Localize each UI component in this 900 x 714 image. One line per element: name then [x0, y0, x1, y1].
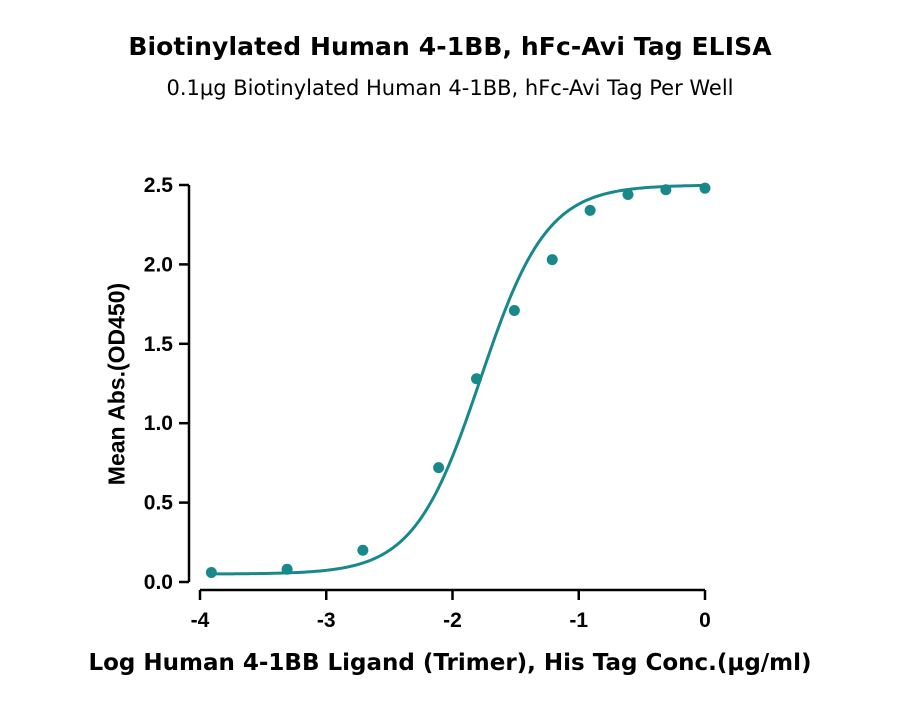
x-tick-label: 0: [699, 609, 711, 632]
data-point: [357, 544, 369, 556]
y-tick-label: 2.0: [144, 253, 173, 276]
data-point: [433, 462, 445, 474]
x-tick-label: -1: [569, 609, 588, 632]
data-point: [584, 204, 596, 216]
data-point: [281, 563, 293, 575]
fit-curve: [211, 183, 706, 576]
y-tick-label: 0.5: [144, 492, 174, 515]
x-tick-label: -2: [443, 609, 462, 632]
data-point: [699, 182, 711, 194]
y-axis-title: Mean Abs.(OD450): [103, 282, 130, 486]
y-tick-label: 0.0: [144, 571, 173, 594]
x-tick-label: -3: [317, 609, 336, 632]
data-point: [546, 254, 558, 266]
data-point: [470, 373, 482, 385]
data-point: [508, 304, 520, 316]
y-tick-label: 1.0: [144, 412, 173, 435]
x-tick-label: -4: [191, 609, 210, 632]
data-point: [205, 566, 217, 578]
chart-subtitle: 0.1μg Biotinylated Human 4-1BB, hFc-Avi …: [166, 76, 734, 100]
data-point: [660, 184, 672, 196]
x-axis-title: Log Human 4-1BB Ligand (Trimer), His Tag…: [88, 650, 812, 676]
y-tick-label: 1.5: [144, 333, 174, 356]
y-tick-label: 2.5: [144, 174, 174, 197]
data-point: [622, 189, 634, 201]
chart-title: Biotinylated Human 4-1BB, hFc-Avi Tag EL…: [128, 32, 772, 61]
